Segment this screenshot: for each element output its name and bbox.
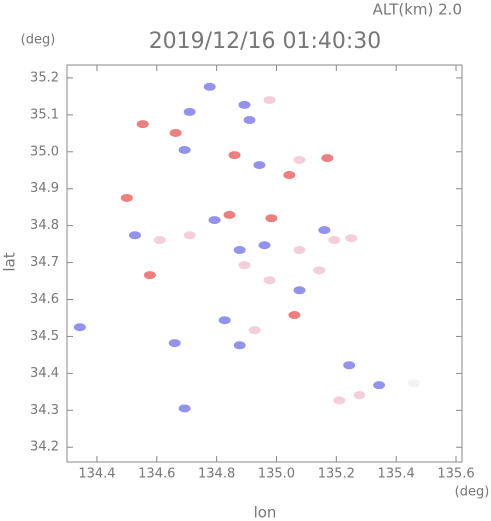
echo-blob xyxy=(183,107,196,116)
chart-subtitle: ALT(km) 2.0 xyxy=(373,1,462,19)
echo-blob xyxy=(153,236,166,245)
echo-blob xyxy=(333,396,346,405)
y-unit: (deg) xyxy=(21,33,56,48)
echo-blob xyxy=(293,246,306,255)
y-tick-label: 35.2 xyxy=(30,70,59,85)
x-tick-label: 135.0 xyxy=(258,467,295,482)
x-tick-label: 135.2 xyxy=(318,467,355,482)
echo-blob xyxy=(120,193,133,202)
chart-title: 2019/12/16 01:40:30 xyxy=(149,29,382,54)
echo-blob xyxy=(208,216,221,225)
echo-blob xyxy=(313,266,326,275)
echo-blob xyxy=(169,128,182,137)
echo-blob xyxy=(353,391,366,400)
y-tick-label: 35.0 xyxy=(30,144,59,159)
echo-blob xyxy=(128,231,141,240)
echo-blob xyxy=(283,171,296,180)
x-tick-label: 134.4 xyxy=(78,467,115,482)
echo-blob xyxy=(136,120,149,129)
echo-blob xyxy=(321,154,334,163)
echo-blob xyxy=(343,361,356,370)
echo-blob xyxy=(143,271,156,280)
echo-blob xyxy=(168,339,181,348)
echo-blob xyxy=(203,82,216,91)
echo-blob xyxy=(373,381,386,390)
x-tick-label: 134.8 xyxy=(198,467,235,482)
echo-blob xyxy=(178,145,191,154)
y-tick-label: 35.1 xyxy=(30,107,59,122)
echo-blob xyxy=(293,155,306,164)
echo-blob xyxy=(288,311,301,320)
x-axis-label: lon xyxy=(254,504,277,521)
echo-blob xyxy=(345,234,358,243)
echo-blob xyxy=(238,261,251,270)
echo-blob xyxy=(238,100,251,109)
plot-frame xyxy=(66,64,463,463)
echo-blob xyxy=(263,96,276,105)
echo-blob xyxy=(328,236,341,245)
echo-blob xyxy=(248,326,261,335)
echo-blob xyxy=(178,404,191,413)
y-tick-label: 34.8 xyxy=(30,218,59,233)
echo-blob xyxy=(408,379,421,388)
echo-blob xyxy=(73,323,86,332)
echo-blob xyxy=(293,286,306,295)
echo-blob xyxy=(258,241,271,250)
echo-blob xyxy=(218,316,231,325)
echo-blob xyxy=(265,214,278,223)
echo-blob xyxy=(183,231,196,240)
y-tick-label: 34.2 xyxy=(30,440,59,455)
x-unit: (deg) xyxy=(455,485,490,500)
echo-blob xyxy=(318,226,331,235)
echo-blob xyxy=(253,161,266,170)
y-tick-label: 34.9 xyxy=(30,181,59,196)
y-tick-label: 34.6 xyxy=(30,292,59,307)
y-tick-label: 34.4 xyxy=(30,366,59,381)
echo-blob xyxy=(223,210,236,219)
echo-blob xyxy=(233,341,246,350)
y-tick-label: 34.5 xyxy=(30,329,59,344)
y-tick-label: 34.7 xyxy=(30,255,59,270)
echo-blob xyxy=(243,116,256,125)
echo-blob xyxy=(228,151,241,160)
echo-blob xyxy=(233,246,246,255)
y-axis-label: lat xyxy=(1,252,19,271)
x-tick-label: 135.4 xyxy=(378,467,415,482)
y-tick-label: 34.3 xyxy=(30,403,59,418)
x-tick-label: 135.6 xyxy=(437,467,474,482)
echo-blob xyxy=(263,276,276,285)
x-tick-label: 134.6 xyxy=(138,467,175,482)
